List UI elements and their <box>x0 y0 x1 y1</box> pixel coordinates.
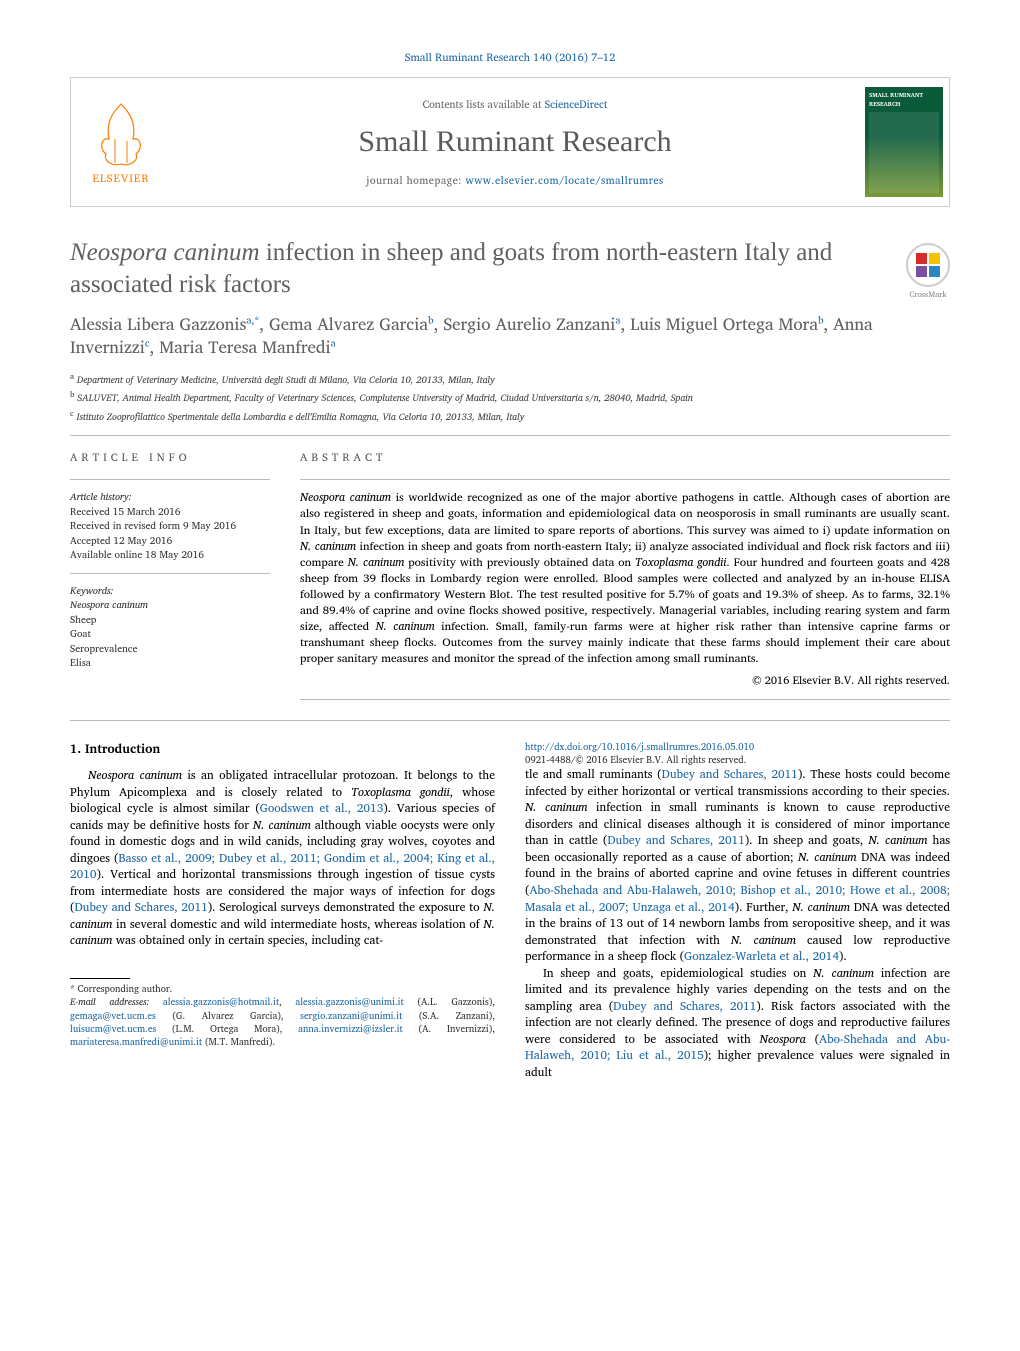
journal-reference-link[interactable]: Small Ruminant Research 140 (2016) 7–12 <box>405 48 616 66</box>
contents-line: Contents lists available at ScienceDirec… <box>181 97 849 112</box>
journal-homepage-line: journal homepage: www.elsevier.com/locat… <box>181 173 849 188</box>
paper-title-species: Neospora caninum <box>70 239 260 266</box>
journal-title: Small Ruminant Research <box>181 121 849 163</box>
article-history-title: Article history: <box>70 490 270 505</box>
cover-label-bottom: RESEARCH <box>869 100 939 108</box>
article-info-head: ARTICLE INFO <box>70 450 270 465</box>
rule-top <box>70 435 950 436</box>
journal-cover-thumb[interactable]: SMALL RUMINANT RESEARCH <box>859 78 949 206</box>
keyword-3: Seroprevalence <box>70 642 270 657</box>
history-accepted: Accepted 12 May 2016 <box>70 534 270 549</box>
body-columns: 1. Introduction Neospora caninum is an o… <box>70 741 950 1081</box>
homepage-prefix: journal homepage: <box>366 171 465 189</box>
crossmark-icon <box>913 250 943 280</box>
journal-header: ELSEVIER Contents lists available at Sci… <box>70 77 950 207</box>
abstract-copyright: © 2016 Elsevier B.V. All rights reserved… <box>300 673 950 688</box>
affiliation-a: a Department of Veterinary Medicine, Uni… <box>70 370 950 388</box>
affiliation-b: b SALUVET, Animal Health Department, Fac… <box>70 388 950 406</box>
paper-title: Neospora caninum infection in sheep and … <box>70 237 950 300</box>
history-revised: Received in revised form 9 May 2016 <box>70 519 270 534</box>
email-addresses: E-mail addresses: alessia.gazzonis@hotma… <box>70 996 495 1049</box>
history-online: Available online 18 May 2016 <box>70 548 270 563</box>
intro-p1: Neospora caninum is an obligated intrace… <box>70 768 495 950</box>
keyword-2: Goat <box>70 627 270 642</box>
abstract-text: Neospora caninum is worldwide recognized… <box>300 490 950 667</box>
elsevier-logo[interactable]: ELSEVIER <box>71 78 171 206</box>
history-received: Received 15 March 2016 <box>70 505 270 520</box>
keyword-1: Sheep <box>70 613 270 628</box>
affiliations: a Department of Veterinary Medicine, Uni… <box>70 370 950 425</box>
sciencedirect-link[interactable]: ScienceDirect <box>545 95 608 113</box>
journal-homepage-link[interactable]: www.elsevier.com/locate/smallrumres <box>465 171 663 189</box>
intro-p2: tle and small ruminants (Dubey and Schar… <box>525 767 950 965</box>
article-info-block: Article history: Received 15 March 2016 … <box>70 479 270 671</box>
corresponding-author: * Corresponding author. <box>70 983 495 996</box>
crossmark-label: CrossMark <box>909 289 946 300</box>
keywords-title: Keywords: <box>70 584 270 599</box>
elsevier-wordmark: ELSEVIER <box>93 171 150 186</box>
abstract-head: ABSTRACT <box>300 450 950 465</box>
footnotes: * Corresponding author. E-mail addresses… <box>70 978 495 1049</box>
crossmark-badge[interactable]: CrossMark <box>906 243 950 300</box>
elsevier-tree-icon <box>91 99 151 169</box>
keyword-0: Neospora caninum <box>70 598 270 613</box>
doi-block: http://dx.doi.org/10.1016/j.smallrumres.… <box>525 741 950 768</box>
section-heading-intro: 1. Introduction <box>70 741 495 759</box>
rule-mid <box>70 720 950 721</box>
keyword-4: Elisa <box>70 656 270 671</box>
intro-p3: In sheep and goats, epidemiological stud… <box>525 966 950 1082</box>
authors-line: Alessia Libera Gazzonisa,*, Gema Alvarez… <box>70 314 950 360</box>
affiliation-c: c Istituto Zooprofilattico Sperimentale … <box>70 407 950 425</box>
contents-prefix: Contents lists available at <box>423 95 545 113</box>
journal-reference: Small Ruminant Research 140 (2016) 7–12 <box>70 50 950 65</box>
